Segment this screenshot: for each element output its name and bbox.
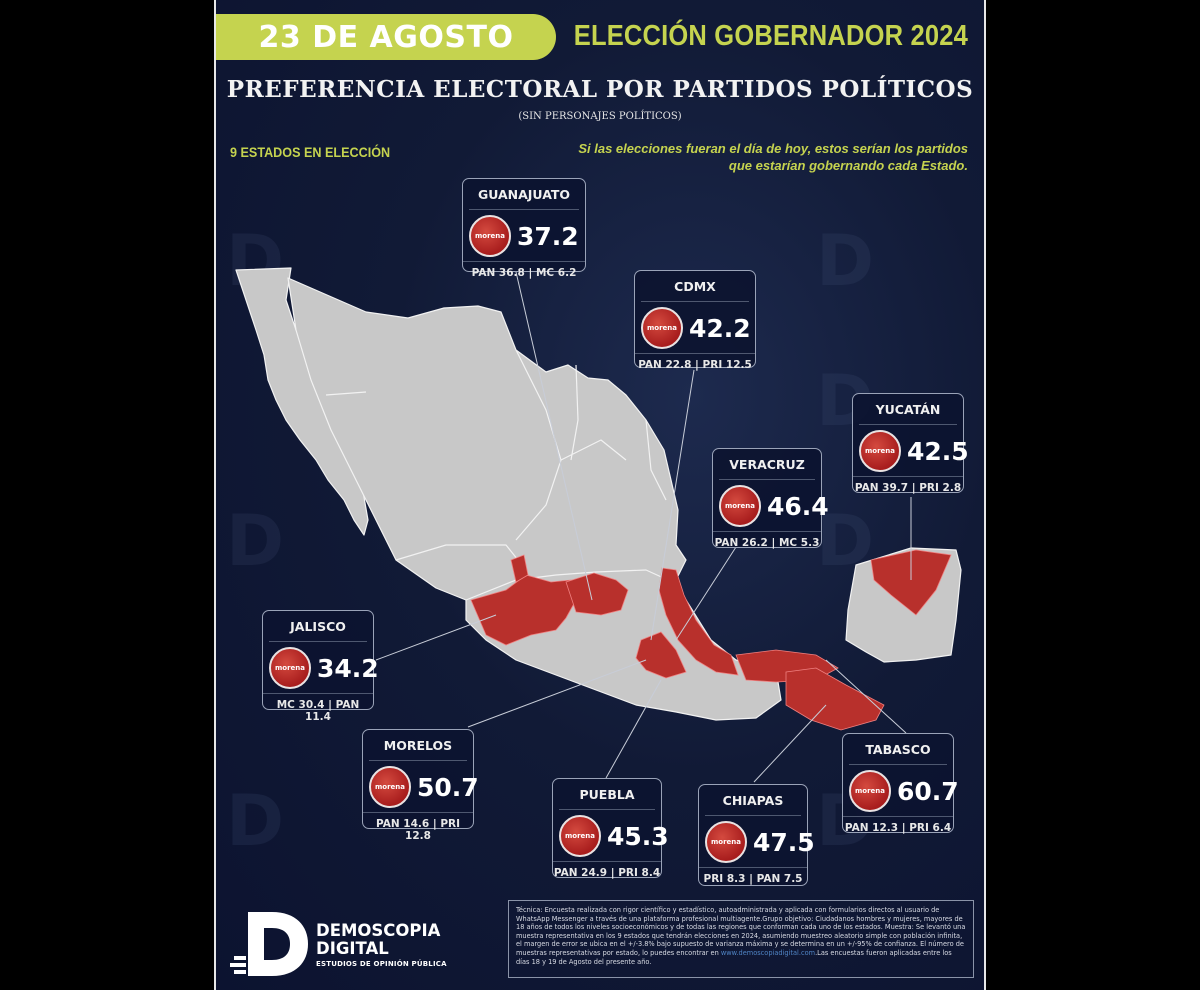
state-chiapas [785, 667, 885, 731]
note-line: que estarían gobernando cada Estado. [728, 158, 968, 173]
d-logo-icon [230, 912, 308, 976]
state-name: TABASCO [849, 734, 947, 765]
other-parties: MC 30.4 | PAN 11.4 [276, 699, 360, 723]
state-card-jalisco: JALISCO morena 34.2 MC 30.4 | PAN 11.4 [262, 610, 379, 723]
other-parties: PAN 39.7 | PRI 2.8 [854, 482, 962, 494]
state-card-morelos: MORELOS morena 50.7 PAN 14.6 | PRI 12.8 [362, 729, 479, 842]
other-parties: PAN 24.9 | PRI 8.4 [553, 867, 661, 879]
morena-party-icon: morena [641, 307, 683, 349]
state-name: CHIAPAS [705, 785, 801, 816]
state-name: GUANAJUATO [469, 179, 579, 210]
explanatory-note: Si las elecciones fueran el día de hoy, … [578, 140, 968, 174]
watermark-logo: D [226, 500, 285, 582]
state-name: MORELOS [369, 730, 467, 761]
morena-party-icon: morena [369, 766, 411, 808]
leader-puebla [605, 679, 662, 779]
leader-percent: 50.7 [417, 772, 479, 802]
watermark-logo: D [226, 780, 285, 862]
page-title: PREFERENCIA ELECTORAL POR PARTIDOS POLÍT… [226, 76, 974, 103]
election-title: ELECCIÓN GOBERNADOR 2024 [573, 20, 968, 52]
state-veracruz [658, 567, 739, 676]
date-text: 23 DE AGOSTO [258, 19, 514, 55]
leader-cdmx [650, 369, 695, 641]
other-parties: PRI 8.3 | PAN 7.5 [703, 873, 803, 885]
watermark-logo: D [816, 220, 875, 302]
mexico-map [235, 267, 962, 783]
note-line: Si las elecciones fueran el día de hoy, … [578, 141, 968, 156]
date-banner: 23 DE AGOSTO [216, 14, 556, 60]
leader-guanajuato [515, 271, 593, 601]
methodology-note: Técnica: Encuesta realizada con rigor ci… [508, 900, 974, 978]
state-name: CDMX [641, 271, 749, 302]
morena-party-icon: morena [849, 770, 891, 812]
other-parties: PAN 12.3 | PRI 6.4 [844, 822, 952, 834]
state-card-tabasco: TABASCO morena 60.7 PAN 12.3 | PRI 6.4 [842, 733, 959, 834]
state-card-yucatan: YUCATÁN morena 42.5 PAN 39.7 | PRI 2.8 [852, 393, 969, 494]
leader-chiapas [753, 704, 827, 783]
mainland-north [287, 277, 687, 626]
brand-name: DEMOSCOPIA DIGITAL [316, 921, 441, 958]
state-name: VERACRUZ [719, 449, 815, 480]
leader-percent: 60.7 [897, 776, 959, 806]
state-name: PUEBLA [559, 779, 655, 810]
leader-morelos [467, 659, 647, 728]
leader-veracruz [675, 546, 737, 641]
morena-party-icon: morena [469, 215, 511, 257]
other-parties: PAN 26.2 | MC 5.3 [714, 537, 820, 549]
state-puebla-morelos-cdmx [635, 631, 687, 679]
morena-party-icon: morena [705, 821, 747, 863]
state-name: JALISCO [269, 611, 367, 642]
state-zacatecas-hint [510, 554, 529, 583]
other-parties: PAN 22.8 | PRI 12.5 [638, 359, 752, 371]
state-guanajuato [565, 572, 629, 616]
state-card-veracruz: VERACRUZ morena 46.4 PAN 26.2 | MC 5.3 [712, 448, 829, 549]
states-count-label: 9 ESTADOS EN ELECCIÓN [230, 144, 391, 160]
leader-percent: 42.5 [907, 436, 969, 466]
leader-tabasco [825, 659, 907, 734]
leader-percent: 42.2 [689, 313, 751, 343]
morena-party-icon: morena [859, 430, 901, 472]
state-card-guanajuato: GUANAJUATO morena 37.2 PAN 36.8 | MC 6.2 [462, 178, 586, 279]
state-yucatan [870, 549, 952, 616]
demoscopia-logo: DEMOSCOPIA DIGITAL ESTUDIOS DE OPINIÓN P… [230, 908, 500, 980]
leader-percent: 37.2 [517, 221, 579, 251]
poster: D D D D D D D 23 DE AGOSTO ELECCIÓN GOBE… [214, 0, 986, 990]
leader-percent: 45.3 [607, 821, 669, 851]
morena-party-icon: morena [269, 647, 311, 689]
page-subtitle: (SIN PERSONAJES POLÍTICOS) [518, 111, 682, 122]
state-name: YUCATÁN [859, 394, 957, 425]
morena-party-icon: morena [719, 485, 761, 527]
leader-percent: 34.2 [317, 653, 379, 683]
state-card-chiapas: CHIAPAS morena 47.5 PRI 8.3 | PAN 7.5 [698, 784, 815, 886]
other-parties: PAN 36.8 | MC 6.2 [471, 267, 577, 279]
brand-tagline: ESTUDIOS DE OPINIÓN PÚBLICA [316, 960, 447, 968]
morena-party-icon: morena [559, 815, 601, 857]
website-link[interactable]: www.demoscopiadigital.com [720, 948, 816, 957]
state-card-puebla: PUEBLA morena 45.3 PAN 24.9 | PRI 8.4 [552, 778, 669, 879]
leader-percent: 46.4 [767, 491, 829, 521]
leader-percent: 47.5 [753, 827, 815, 857]
state-card-cdmx: CDMX morena 42.2 PAN 22.8 | PRI 12.5 [634, 270, 756, 371]
leader-jalisco [375, 614, 497, 661]
other-parties: PAN 14.6 | PRI 12.8 [375, 818, 461, 842]
